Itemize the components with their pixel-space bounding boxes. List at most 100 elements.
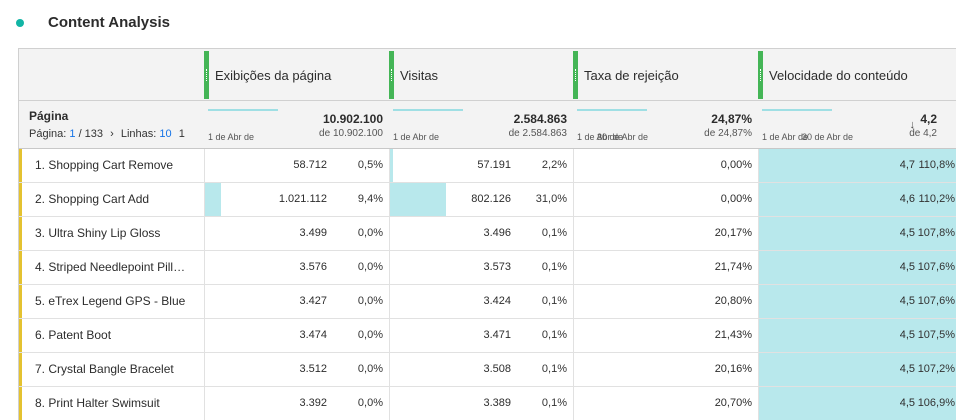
- cell-percent: 0,0%: [357, 227, 383, 239]
- sparkline-start-date: 1 de Abr de: [762, 132, 809, 142]
- table-row[interactable]: 2. Shopping Cart Add 1.021.112 9,4% 802.126…: [19, 183, 956, 217]
- dimension-title[interactable]: Página: [29, 109, 69, 123]
- column-total: 10.902.100: [322, 112, 383, 126]
- cell-visits[interactable]: 3.424 0,1%: [389, 285, 573, 318]
- cell-percent: 110,2%: [918, 193, 956, 205]
- cell-bounce-rate[interactable]: 20,17%: [573, 217, 758, 250]
- cell-bounce-rate[interactable]: 0,00%: [573, 149, 758, 182]
- row-dimension-item[interactable]: 6. Patent Boot: [35, 328, 112, 342]
- column-header-bounce-rate[interactable]: Taxa de rejeição: [573, 49, 758, 101]
- cell-bounce-rate[interactable]: 0,00%: [573, 183, 758, 216]
- cell-percent: 0,1%: [541, 329, 567, 341]
- row-dimension-item[interactable]: 5. eTrex Legend GPS - Blue: [35, 294, 186, 308]
- cell-visits[interactable]: 3.508 0,1%: [389, 353, 573, 386]
- cell-page-views[interactable]: 3.392 0,0%: [204, 387, 389, 420]
- cell-page-views[interactable]: 1.021.112 9,4%: [204, 183, 389, 216]
- sparkline-end-date: 30 de Abr de: [802, 132, 854, 142]
- column-divider: [758, 149, 759, 420]
- table-row[interactable]: 1. Shopping Cart Remove 58.712 0,5% 57.191 2…: [19, 149, 956, 183]
- column-total: 24,87%: [711, 112, 752, 126]
- cell-value: 4,6: [899, 193, 915, 205]
- cell-content-velocity[interactable]: 4,5 107,6%: [758, 285, 956, 318]
- drag-handle-icon[interactable]: [204, 51, 209, 99]
- cell-page-views[interactable]: 3.512 0,0%: [204, 353, 389, 386]
- row-dimension-item[interactable]: 2. Shopping Cart Add: [35, 192, 150, 206]
- cell-percent: 110,8%: [918, 159, 956, 171]
- sparkline: [208, 109, 278, 111]
- cell-bounce-rate[interactable]: 21,43%: [573, 319, 758, 352]
- cell-visits[interactable]: 802.126 31,0%: [389, 183, 573, 216]
- cell-content-velocity[interactable]: 4,5 107,5%: [758, 319, 956, 352]
- cell-percent: 0,0%: [357, 295, 383, 307]
- cell-bounce-rate[interactable]: 21,74%: [573, 251, 758, 284]
- cell-page-views[interactable]: 3.474 0,0%: [204, 319, 389, 352]
- cell-page-views[interactable]: 3.427 0,0%: [204, 285, 389, 318]
- table-row[interactable]: 6. Patent Boot 3.474 0,0% 3.471 0,1% 21,43% 4,…: [19, 319, 956, 353]
- column-header-page-views[interactable]: Exibições da página: [204, 49, 389, 101]
- sparkline-start-date: 1 de Abr de: [208, 132, 255, 142]
- cell-value: 3.499: [299, 227, 327, 239]
- cell-value: 802.126: [471, 193, 511, 205]
- cell-percent: 0,0%: [357, 329, 383, 341]
- row-dimension-item[interactable]: 8. Print Halter Swimsuit: [35, 396, 160, 410]
- cell-bounce-rate[interactable]: 20,70%: [573, 387, 758, 420]
- cell-value: 20,70%: [714, 397, 752, 409]
- cell-content-velocity[interactable]: 4,5 106,9%: [758, 387, 956, 420]
- table-row[interactable]: 8. Print Halter Swimsuit 3.392 0,0% 3.389 0,…: [19, 387, 956, 420]
- cell-percent: 0,1%: [541, 227, 567, 239]
- cell-content-velocity[interactable]: 4,7 110,8%: [758, 149, 956, 182]
- cell-value: 4,7: [899, 159, 915, 171]
- panel-header: Content Analysis: [0, 0, 956, 48]
- cell-visits[interactable]: 57.191 2,2%: [389, 149, 573, 182]
- row-dimension-item[interactable]: 3. Ultra Shiny Lip Gloss: [35, 226, 161, 240]
- cell-content-velocity[interactable]: 4,5 107,8%: [758, 217, 956, 250]
- table-row[interactable]: 3. Ultra Shiny Lip Gloss 3.499 0,0% 3.496 0,…: [19, 217, 956, 251]
- page-number-input[interactable]: 1: [69, 128, 76, 140]
- rows-per-page-select[interactable]: 10: [159, 128, 172, 140]
- cell-percent: 0,0%: [357, 397, 383, 409]
- cell-visits[interactable]: 3.389 0,1%: [389, 387, 573, 420]
- cell-content-velocity[interactable]: 4,6 110,2%: [758, 183, 956, 216]
- cell-page-views[interactable]: 3.499 0,0%: [204, 217, 389, 250]
- panel-title[interactable]: Content Analysis: [48, 14, 170, 31]
- percent-bar: [204, 183, 221, 216]
- cell-value: 3.427: [299, 295, 327, 307]
- table-row[interactable]: 7. Crystal Bangle Bracelet 3.512 0,0% 3.508…: [19, 353, 956, 387]
- column-total: 2.584.863: [513, 112, 567, 126]
- row-dimension-item[interactable]: 4. Striped Needlepoint Pill…: [35, 260, 186, 274]
- cell-visits[interactable]: 3.573 0,1%: [389, 251, 573, 284]
- row-marker: [19, 251, 22, 284]
- drag-handle-icon[interactable]: [758, 51, 763, 99]
- row-dimension-item[interactable]: 7. Crystal Bangle Bracelet: [35, 362, 174, 376]
- cell-page-views[interactable]: 3.576 0,0%: [204, 251, 389, 284]
- cell-value: 4,5: [899, 363, 915, 375]
- arrow-down-icon[interactable]: ↓: [909, 119, 916, 131]
- percent-bar: [389, 183, 446, 216]
- cell-bounce-rate[interactable]: 20,16%: [573, 353, 758, 386]
- cell-page-views[interactable]: 58.712 0,5%: [204, 149, 389, 182]
- cell-percent: 0,0%: [357, 261, 383, 273]
- cell-percent: 0,0%: [357, 363, 383, 375]
- cell-content-velocity[interactable]: 4,5 107,6%: [758, 251, 956, 284]
- cell-visits[interactable]: 3.496 0,1%: [389, 217, 573, 250]
- column-header-visits[interactable]: Visitas: [389, 49, 573, 101]
- table-row[interactable]: 4. Striped Needlepoint Pill… 3.576 0,0% 3.5…: [19, 251, 956, 285]
- column-header-content-velocity[interactable]: Velocidade do conteúdo: [758, 49, 956, 101]
- cell-value: 1.021.112: [278, 193, 327, 205]
- drag-handle-icon[interactable]: [573, 51, 578, 99]
- cell-content-velocity[interactable]: 4,5 107,2%: [758, 353, 956, 386]
- sparkline-start-date: 1 de Abr de: [577, 132, 624, 142]
- cell-visits[interactable]: 3.471 0,1%: [389, 319, 573, 352]
- cell-value: 0,00%: [720, 193, 752, 205]
- cell-value: 3.512: [299, 363, 327, 375]
- row-dimension-item[interactable]: 1. Shopping Cart Remove: [35, 158, 174, 172]
- cell-percent: 107,2%: [917, 363, 955, 375]
- table-row[interactable]: 5. eTrex Legend GPS - Blue 3.427 0,0% 3.424…: [19, 285, 956, 319]
- chevron-right-icon[interactable]: ›: [110, 128, 114, 140]
- row-marker: [19, 319, 22, 352]
- drag-handle-icon[interactable]: [389, 51, 394, 99]
- panel-status-dot-icon: [16, 19, 24, 27]
- column-of-total: de 10.902.100: [319, 128, 383, 139]
- column-of-total: de 2.584.863: [508, 128, 567, 139]
- cell-bounce-rate[interactable]: 20,80%: [573, 285, 758, 318]
